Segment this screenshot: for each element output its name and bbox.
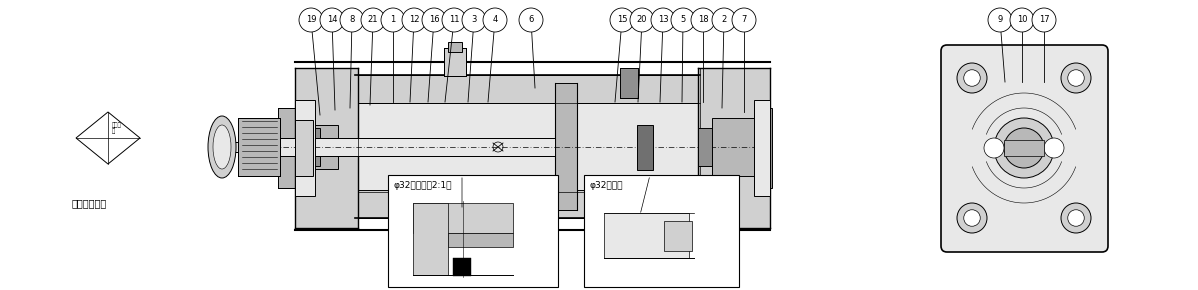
- Bar: [712, 118, 754, 176]
- Text: 9: 9: [998, 15, 1003, 24]
- Bar: [355, 75, 700, 218]
- Text: 7: 7: [742, 15, 746, 24]
- Circle shape: [1067, 70, 1084, 86]
- Ellipse shape: [403, 8, 426, 32]
- Bar: [308, 125, 338, 169]
- Bar: [754, 100, 770, 196]
- Ellipse shape: [671, 8, 695, 32]
- Ellipse shape: [213, 125, 231, 169]
- Text: 12: 12: [409, 15, 419, 24]
- Bar: [295, 68, 358, 228]
- Bar: [308, 128, 320, 166]
- Text: 2: 2: [721, 15, 727, 24]
- Bar: [698, 128, 712, 166]
- Circle shape: [957, 203, 987, 233]
- Ellipse shape: [691, 8, 715, 32]
- Bar: [583, 175, 739, 287]
- Ellipse shape: [610, 8, 634, 32]
- Bar: [637, 125, 653, 170]
- Text: 11: 11: [449, 15, 459, 24]
- Bar: [621, 68, 639, 98]
- Ellipse shape: [712, 8, 736, 32]
- Ellipse shape: [988, 8, 1012, 32]
- Bar: [664, 221, 692, 251]
- Bar: [210, 142, 238, 152]
- Bar: [355, 75, 700, 103]
- Ellipse shape: [519, 8, 543, 32]
- Circle shape: [1061, 203, 1091, 233]
- Bar: [448, 233, 513, 247]
- Text: 21: 21: [368, 15, 379, 24]
- Text: 15: 15: [617, 15, 628, 24]
- Circle shape: [994, 118, 1054, 178]
- Circle shape: [984, 138, 1004, 158]
- Ellipse shape: [483, 8, 507, 32]
- Circle shape: [963, 210, 980, 226]
- Bar: [388, 175, 558, 287]
- Text: ロッド断面図: ロッド断面図: [72, 198, 108, 208]
- Bar: [278, 108, 300, 188]
- Ellipse shape: [300, 8, 323, 32]
- Text: 16: 16: [429, 15, 440, 24]
- Ellipse shape: [361, 8, 385, 32]
- Bar: [448, 42, 462, 52]
- Bar: [604, 213, 689, 258]
- Ellipse shape: [732, 8, 756, 32]
- Circle shape: [963, 70, 980, 86]
- Bar: [444, 48, 466, 76]
- Ellipse shape: [320, 8, 344, 32]
- Ellipse shape: [651, 8, 674, 32]
- Bar: [295, 120, 313, 176]
- Bar: [698, 68, 770, 228]
- Circle shape: [957, 63, 987, 93]
- Ellipse shape: [442, 8, 466, 32]
- Text: 19: 19: [305, 15, 316, 24]
- Ellipse shape: [208, 116, 236, 178]
- Bar: [238, 118, 280, 176]
- Circle shape: [1061, 63, 1091, 93]
- Bar: [413, 203, 448, 275]
- Text: φ32の場合: φ32の場合: [589, 181, 623, 190]
- Bar: [238, 138, 555, 156]
- Circle shape: [1043, 138, 1064, 158]
- Ellipse shape: [381, 8, 405, 32]
- Text: 20: 20: [637, 15, 647, 24]
- Bar: [355, 190, 700, 218]
- Ellipse shape: [1031, 8, 1055, 32]
- Circle shape: [1004, 128, 1043, 168]
- Text: 3: 3: [471, 15, 477, 24]
- Circle shape: [1067, 210, 1084, 226]
- Text: φ32の場合（2:1）: φ32の場合（2:1）: [393, 181, 452, 190]
- Ellipse shape: [422, 8, 446, 32]
- Ellipse shape: [1010, 8, 1034, 32]
- Ellipse shape: [630, 8, 654, 32]
- Text: 10: 10: [1017, 15, 1027, 24]
- FancyBboxPatch shape: [940, 45, 1108, 252]
- Bar: [413, 203, 513, 233]
- Text: 5: 5: [680, 15, 685, 24]
- Bar: [754, 108, 772, 188]
- Text: 17: 17: [1039, 15, 1049, 24]
- Bar: [453, 258, 471, 276]
- Text: 13: 13: [658, 15, 668, 24]
- Text: 6: 6: [528, 15, 533, 24]
- Text: 14: 14: [327, 15, 338, 24]
- Text: ケガキ
線: ケガキ 線: [111, 122, 122, 134]
- Bar: [1004, 140, 1043, 156]
- Bar: [555, 83, 577, 210]
- Ellipse shape: [340, 8, 364, 32]
- Text: 18: 18: [697, 15, 708, 24]
- Bar: [295, 100, 315, 196]
- Text: 8: 8: [350, 15, 355, 24]
- Ellipse shape: [462, 8, 486, 32]
- Text: 4: 4: [492, 15, 497, 24]
- Text: 1: 1: [391, 15, 395, 24]
